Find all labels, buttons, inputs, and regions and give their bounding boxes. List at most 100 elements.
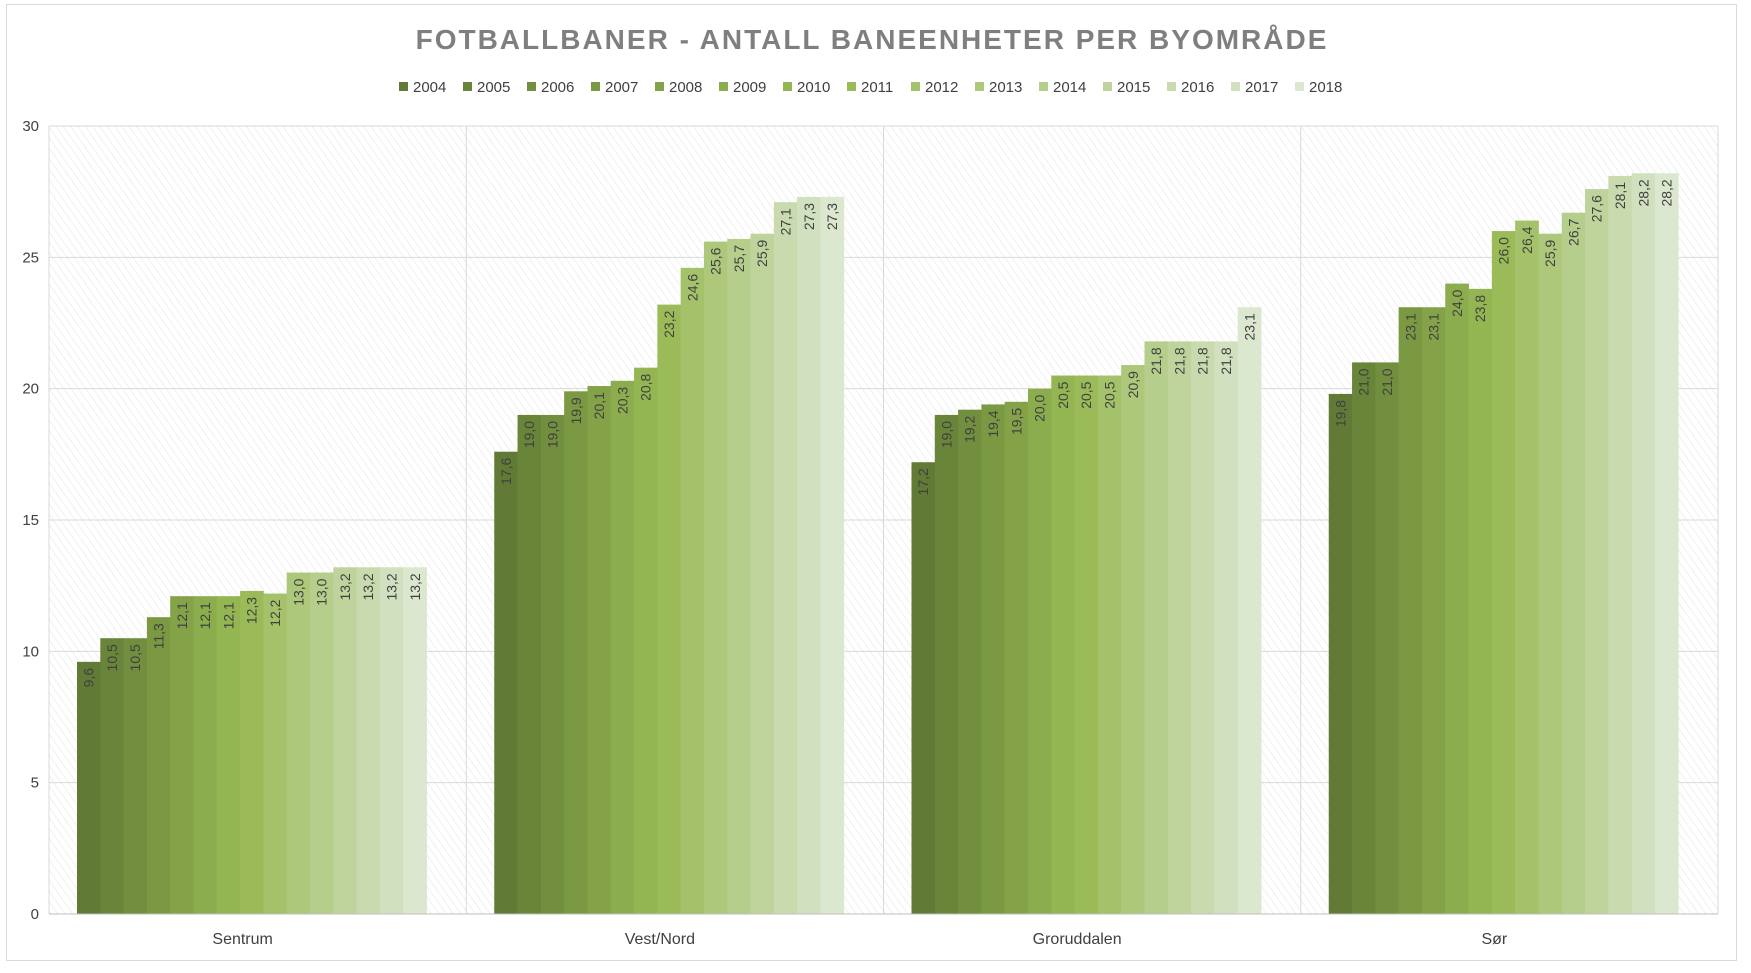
- bar: [1121, 365, 1145, 914]
- data-label: 13,0: [314, 578, 330, 605]
- data-label: 12,1: [197, 602, 213, 629]
- legend-entry: 2016: [1167, 79, 1214, 96]
- data-label: 19,4: [985, 410, 1001, 437]
- bar: [1167, 341, 1192, 914]
- y-tick-label: 5: [31, 775, 39, 792]
- legend-entry: 2010: [783, 79, 830, 96]
- bar: [100, 638, 124, 914]
- legend-label: 2018: [1309, 79, 1342, 96]
- legend-entry: 2005: [463, 79, 510, 96]
- data-label: 25,9: [754, 239, 770, 266]
- y-tick-label: 20: [22, 381, 39, 398]
- bar: [286, 572, 311, 914]
- legend-swatch: [1167, 82, 1176, 91]
- data-label: 19,5: [1008, 408, 1024, 435]
- bar: [146, 617, 171, 914]
- data-label: 17,2: [915, 468, 931, 495]
- bar: [587, 386, 612, 914]
- bar: [494, 451, 518, 914]
- data-label: 10,5: [104, 644, 120, 671]
- data-labels: 9,6 10,5 10,5 11,3 12,1 12,1 12,1 12,3 12,2 13,0 1…: [81, 179, 1675, 687]
- data-label: 17,6: [498, 457, 514, 484]
- data-label: 9,6: [81, 668, 97, 688]
- bar: [1654, 173, 1679, 914]
- bar: [1051, 375, 1075, 914]
- x-tick-label: Sør: [1481, 931, 1507, 948]
- bar: [379, 567, 404, 914]
- legend-swatch: [783, 82, 792, 91]
- data-label: 28,2: [1635, 179, 1651, 206]
- data-label: 21,8: [1148, 347, 1164, 374]
- bar: [657, 304, 682, 914]
- legend-entry: 2004: [399, 79, 446, 96]
- bar: [356, 567, 381, 914]
- bar: [1328, 393, 1353, 914]
- x-tick-label: Vest/Nord: [625, 931, 695, 948]
- legend-label: 2013: [989, 79, 1022, 96]
- chart-frame: FOTBALLBANER - ANTALL BANEENHETER PER BY…: [6, 4, 1737, 961]
- legend-label: 2006: [541, 79, 574, 96]
- bar: [1028, 388, 1052, 915]
- bar: [1074, 375, 1099, 914]
- bar: [727, 238, 751, 915]
- bar: [1144, 341, 1169, 914]
- y-tick-label: 30: [22, 118, 39, 135]
- legend-swatch: [591, 82, 600, 91]
- bar: [981, 404, 1006, 914]
- legend-entry: 2006: [527, 79, 574, 96]
- legend-entry: 2018: [1295, 79, 1342, 96]
- legend-swatch: [975, 82, 984, 91]
- data-label: 23,1: [1426, 313, 1442, 340]
- y-axis: 0 5 10 15 20 25 30: [22, 118, 39, 923]
- bar: [1608, 175, 1633, 914]
- data-label: 23,1: [1241, 313, 1257, 340]
- data-label: 27,3: [824, 203, 840, 230]
- data-label: 19,9: [568, 397, 584, 424]
- data-label: 26,0: [1496, 237, 1512, 264]
- data-label: 21,8: [1195, 347, 1211, 374]
- bar: [123, 638, 148, 914]
- legend-swatch: [1103, 82, 1112, 91]
- legend-label: 2016: [1181, 79, 1214, 96]
- bar: [610, 380, 635, 915]
- bar: [240, 590, 264, 914]
- bar: [333, 567, 357, 914]
- bar: [1004, 401, 1029, 914]
- bar: [958, 409, 982, 914]
- bar: [634, 367, 658, 914]
- data-label: 19,8: [1332, 400, 1348, 427]
- data-label: 28,2: [1659, 179, 1675, 206]
- legend-swatch: [847, 82, 856, 91]
- bar: [310, 572, 334, 914]
- x-tick-label: Sentrum: [212, 931, 272, 948]
- legend-label: 2017: [1245, 79, 1278, 96]
- bar: [517, 414, 542, 914]
- bars: [77, 173, 1679, 915]
- legend-swatch: [527, 82, 536, 91]
- bar: [1097, 375, 1122, 914]
- data-label: 21,0: [1379, 368, 1395, 395]
- legend: 2004 2005 2006 2007 2008 2009 2010 2011 2012 2013…: [399, 79, 1342, 96]
- bar: [1491, 231, 1516, 915]
- x-tick-label: Groruddalen: [1033, 931, 1122, 948]
- data-label: 13,2: [384, 573, 400, 600]
- data-label: 21,0: [1356, 368, 1372, 395]
- bar: [263, 593, 288, 914]
- bar: [773, 202, 798, 914]
- data-label: 23,8: [1472, 295, 1488, 322]
- bar: [216, 596, 241, 914]
- bar: [1445, 283, 1469, 915]
- data-label: 19,0: [521, 421, 537, 448]
- legend-swatch: [655, 82, 664, 91]
- legend-entry: 2012: [911, 79, 958, 96]
- bar: [911, 462, 936, 914]
- legend-label: 2005: [477, 79, 510, 96]
- data-label: 19,0: [938, 421, 954, 448]
- data-label: 20,3: [614, 387, 630, 414]
- legend-entry: 2011: [847, 79, 893, 96]
- legend-swatch: [911, 82, 920, 91]
- y-tick-label: 15: [22, 512, 39, 529]
- legend-label: 2012: [925, 79, 958, 96]
- x-axis: Sentrum Vest/Nord Groruddalen Sør: [49, 913, 1718, 948]
- bar: [1375, 362, 1400, 914]
